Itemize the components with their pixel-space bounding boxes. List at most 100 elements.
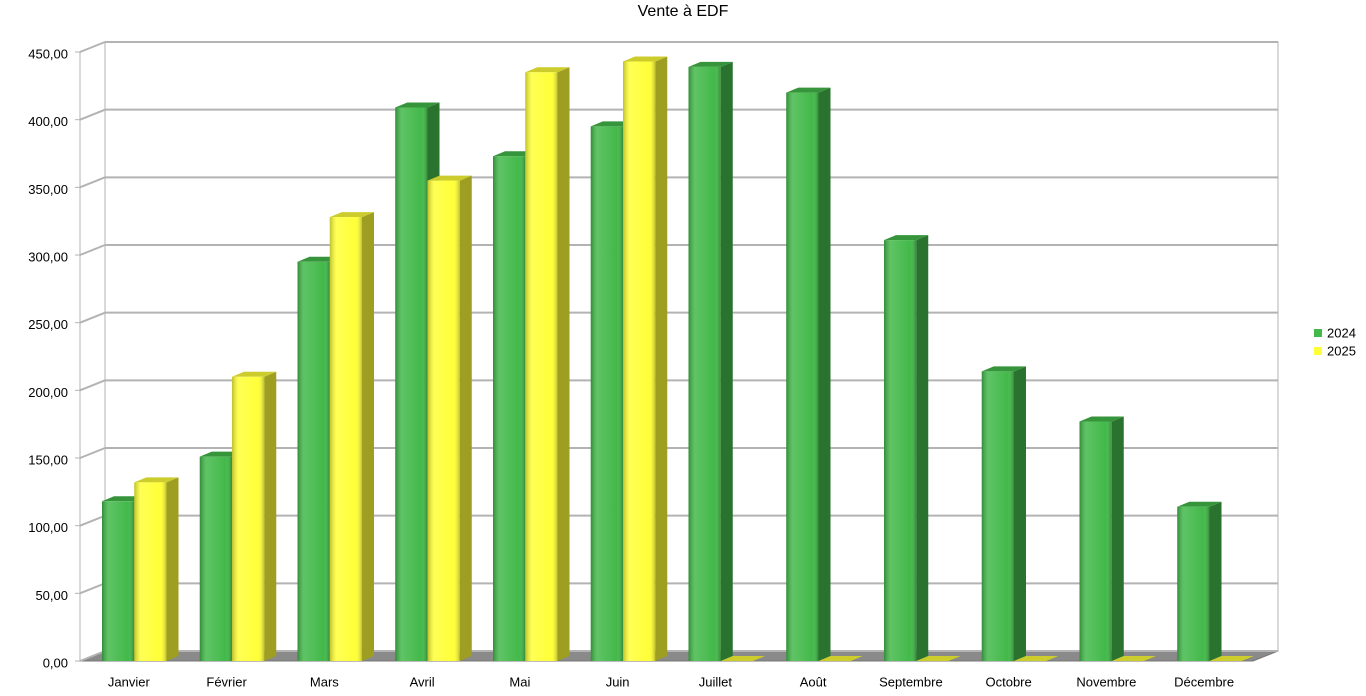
bar-top: [720, 656, 766, 661]
bar-shine: [329, 217, 363, 661]
bar-top: [916, 656, 961, 661]
bar: [427, 175, 472, 662]
grid-line-side: [79, 108, 106, 121]
bar: [818, 656, 863, 661]
bar-top: [786, 87, 831, 93]
y-tick-label: 250,00: [28, 317, 68, 332]
bar-top: [884, 235, 929, 241]
bar-shine: [884, 240, 917, 661]
bar: [329, 212, 375, 661]
bar: [786, 87, 831, 662]
x-tick-label: Septembre: [879, 674, 943, 689]
x-tick-label: Août: [800, 674, 827, 689]
bar-side: [166, 477, 179, 661]
grid-line-side: [79, 379, 106, 392]
legend-swatch: [1314, 347, 1322, 355]
bar: [232, 371, 277, 661]
grid-line-side: [79, 447, 106, 459]
bar: [134, 477, 179, 661]
y-tick-label: 150,00: [28, 452, 68, 467]
bar-side: [1014, 366, 1027, 661]
legend-label: 2024: [1327, 325, 1356, 340]
bar-shine: [623, 61, 656, 662]
bar-top: [525, 67, 570, 73]
bar-side: [1209, 501, 1222, 661]
x-tick-label: Novembre: [1076, 674, 1136, 689]
y-tick-label: 450,00: [28, 46, 68, 61]
y-tick-label: 300,00: [28, 249, 68, 264]
bar-shine: [493, 156, 526, 661]
bar: [525, 67, 570, 662]
grid-line: [79, 41, 1278, 53]
side-wall: [79, 41, 106, 662]
bar-shine: [199, 456, 233, 661]
bar-top: [232, 371, 277, 377]
bar-top: [1014, 656, 1059, 661]
grid-line-side: [79, 176, 106, 189]
bar: [1111, 656, 1157, 661]
bar-top: [688, 61, 733, 67]
grid-line-side: [79, 41, 106, 53]
chart-title: Vente à EDF: [638, 3, 729, 20]
y-tick-label: 400,00: [28, 114, 68, 129]
bar: [1079, 416, 1124, 661]
bar-top: [981, 366, 1027, 372]
bar-top: [395, 102, 440, 108]
bar-side: [362, 212, 375, 661]
grid-line-side: [79, 244, 106, 256]
bar-shine: [297, 261, 330, 661]
bar-top: [329, 212, 375, 218]
x-tick-label: Mars: [310, 674, 339, 689]
bar-top: [1111, 656, 1157, 661]
bar: [623, 56, 668, 662]
bar: [688, 61, 733, 662]
bar: [916, 656, 961, 661]
bar-shine: [786, 92, 819, 662]
legend-label: 2025: [1327, 343, 1356, 358]
x-tick-label: Juillet: [699, 674, 733, 689]
y-tick-label: 0,00: [43, 655, 68, 670]
bar: [720, 656, 766, 661]
x-tick-label: Juin: [606, 674, 630, 689]
bar-shine: [427, 180, 460, 662]
bar-side: [264, 371, 277, 661]
y-tick-label: 350,00: [28, 182, 68, 197]
bar: [1014, 656, 1059, 661]
bar-shine: [1177, 506, 1210, 661]
bar: [1177, 501, 1222, 661]
grid-line-side: [79, 514, 106, 527]
bar-top: [818, 656, 863, 661]
x-tick-label: Mai: [509, 674, 530, 689]
x-tick-label: Décembre: [1174, 674, 1234, 689]
x-tick-label: Janvier: [108, 674, 151, 689]
bar-shine: [981, 371, 1015, 661]
bar: [884, 235, 929, 661]
bar-side: [459, 175, 472, 662]
bar-top: [427, 175, 472, 181]
legend-swatch: [1314, 329, 1322, 337]
grid-line-side: [79, 311, 106, 324]
y-tick-label: 100,00: [28, 520, 68, 535]
bar-top: [1079, 416, 1124, 422]
grid-line-side: [79, 582, 106, 595]
grid-line-side: [79, 650, 106, 662]
bar-top: [1177, 501, 1222, 507]
x-tick-label: Avril: [410, 674, 435, 689]
bar: [981, 366, 1027, 661]
y-tick-label: 50,00: [35, 588, 68, 603]
x-tick-label: Octobre: [986, 674, 1032, 689]
bar-shine: [590, 126, 624, 661]
y-tick-label: 200,00: [28, 385, 68, 400]
bar: [1209, 656, 1254, 661]
bar-top: [623, 56, 668, 62]
bar-side: [818, 87, 831, 662]
bar-top: [134, 477, 179, 483]
bar-side: [720, 61, 733, 662]
bar-shine: [232, 376, 265, 661]
bar: [297, 256, 342, 661]
bar-top: [1209, 656, 1254, 661]
x-tick-label: Février: [206, 674, 247, 689]
bar-shine: [1079, 421, 1112, 661]
bar-shine: [102, 501, 135, 661]
